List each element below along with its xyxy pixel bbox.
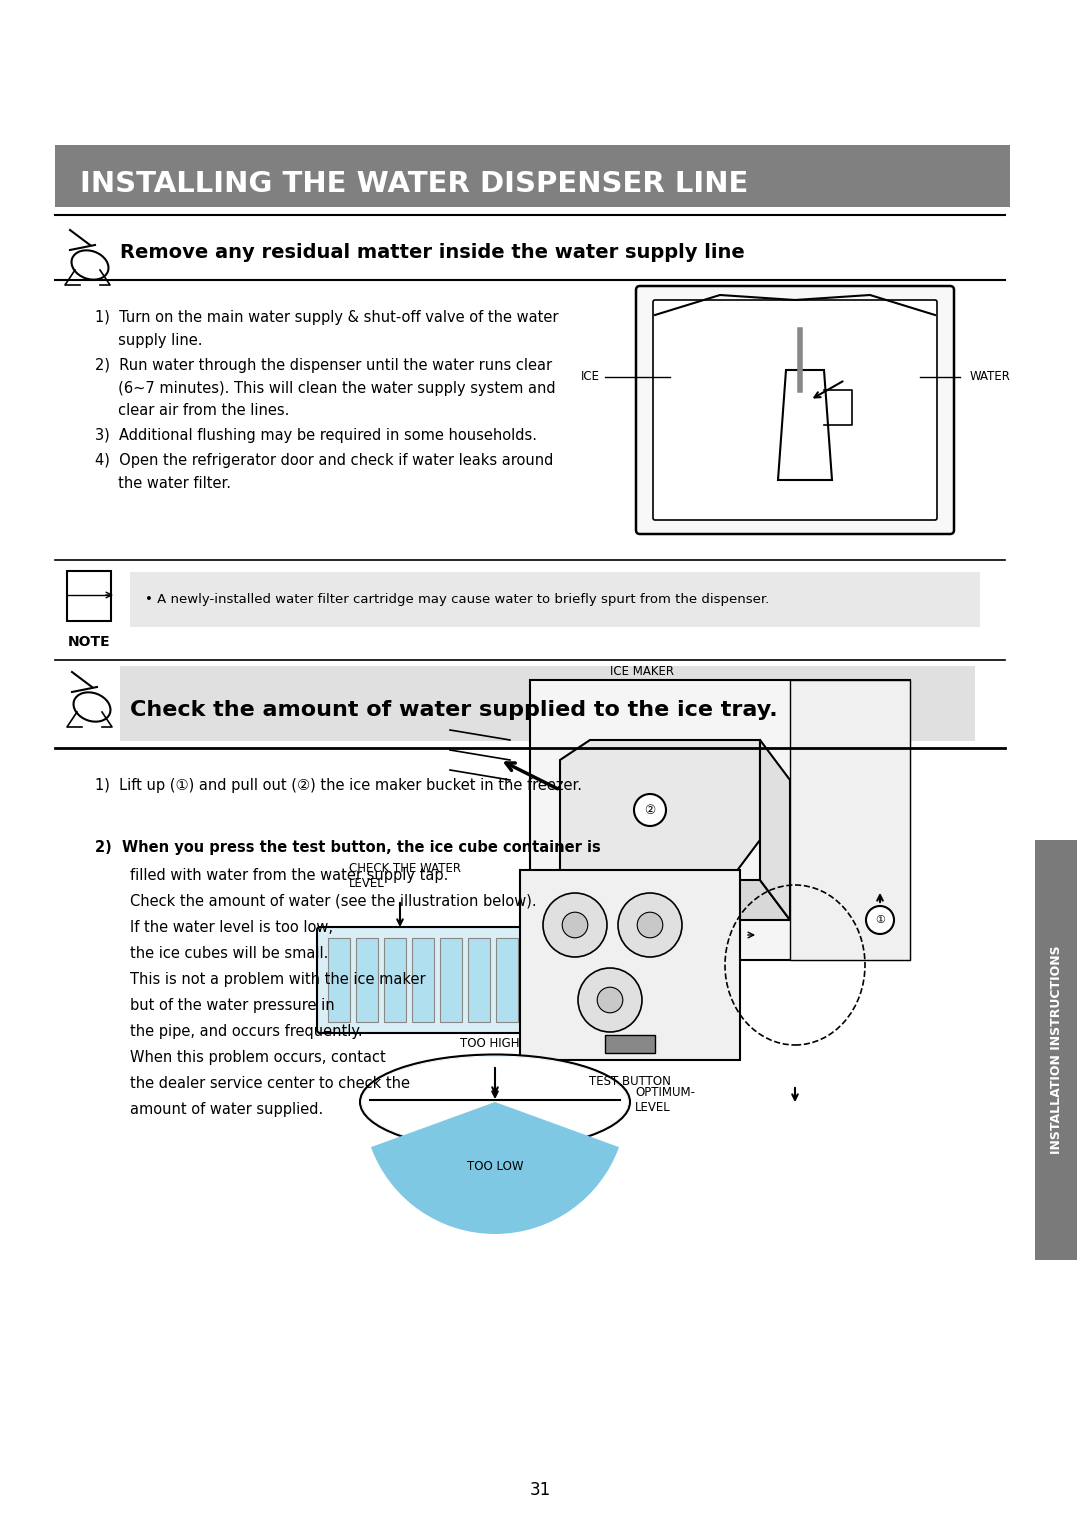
Circle shape — [618, 892, 681, 957]
Bar — [130, 571, 980, 626]
Circle shape — [563, 912, 588, 938]
FancyBboxPatch shape — [636, 286, 954, 533]
Text: OPTIMUM-
LEVEL: OPTIMUM- LEVEL — [635, 1086, 696, 1114]
Text: CHECK THE WATER
LEVEL: CHECK THE WATER LEVEL — [349, 862, 461, 889]
Text: ICE: ICE — [581, 370, 600, 384]
Text: ICE MAKER: ICE MAKER — [610, 665, 674, 678]
Text: Check the amount of water (see the illustration below).: Check the amount of water (see the illus… — [130, 894, 537, 909]
Ellipse shape — [360, 1054, 630, 1149]
Bar — [496, 938, 518, 1022]
Polygon shape — [561, 880, 789, 920]
Text: Check the amount of water supplied to the ice tray.: Check the amount of water supplied to th… — [130, 700, 778, 720]
Circle shape — [634, 795, 666, 827]
Ellipse shape — [362, 1056, 627, 1148]
Polygon shape — [778, 370, 832, 480]
Text: 1)  Turn on the main water supply & shut-off valve of the water: 1) Turn on the main water supply & shut-… — [95, 310, 558, 325]
Wedge shape — [370, 1102, 619, 1235]
Bar — [530, 680, 910, 960]
Circle shape — [597, 987, 623, 1013]
Text: INSTALLING THE WATER DISPENSER LINE: INSTALLING THE WATER DISPENSER LINE — [80, 170, 748, 199]
Bar — [120, 666, 975, 741]
Text: 3)  Additional flushing may be required in some households.: 3) Additional flushing may be required i… — [95, 428, 537, 443]
Polygon shape — [760, 740, 789, 920]
FancyBboxPatch shape — [653, 299, 937, 520]
Bar — [468, 938, 490, 1022]
Text: but of the water pressure in: but of the water pressure in — [130, 998, 335, 1013]
Text: the water filter.: the water filter. — [95, 477, 231, 490]
Text: INSTALLATION INSTRUCTIONS: INSTALLATION INSTRUCTIONS — [1050, 946, 1063, 1154]
Bar — [605, 1034, 654, 1053]
Bar — [356, 938, 378, 1022]
Bar — [519, 869, 740, 1060]
Bar — [1035, 840, 1077, 1261]
Bar — [55, 145, 1010, 206]
Text: the ice cubes will be small.: the ice cubes will be small. — [130, 946, 328, 961]
Polygon shape — [561, 740, 760, 880]
Text: ①: ① — [875, 915, 885, 924]
Text: TOO LOW: TOO LOW — [467, 1160, 523, 1174]
Bar — [789, 680, 910, 960]
Text: 2)  Run water through the dispenser until the water runs clear: 2) Run water through the dispenser until… — [95, 358, 552, 373]
Text: 2)  When you press the test button, the ice cube container is: 2) When you press the test button, the i… — [95, 840, 600, 856]
Text: the dealer service center to check the: the dealer service center to check the — [130, 1076, 410, 1091]
Text: • A newly-installed water filter cartridge may cause water to briefly spurt from: • A newly-installed water filter cartrid… — [145, 593, 769, 607]
Text: filled with water from the water supply tap.: filled with water from the water supply … — [130, 868, 448, 883]
Text: supply line.: supply line. — [95, 333, 203, 348]
Text: 31: 31 — [529, 1481, 551, 1499]
Text: (6~7 minutes). This will clean the water supply system and: (6~7 minutes). This will clean the water… — [95, 380, 555, 396]
Text: NOTE: NOTE — [68, 636, 110, 649]
Ellipse shape — [362, 1056, 627, 1148]
Circle shape — [578, 969, 642, 1031]
Text: TEST BUTTON: TEST BUTTON — [589, 1076, 671, 1088]
Circle shape — [866, 906, 894, 934]
Circle shape — [543, 892, 607, 957]
Text: 4)  Open the refrigerator door and check if water leaks around: 4) Open the refrigerator door and check … — [95, 452, 553, 468]
FancyBboxPatch shape — [318, 927, 534, 1033]
Text: clear air from the lines.: clear air from the lines. — [95, 403, 289, 419]
Text: amount of water supplied.: amount of water supplied. — [130, 1102, 323, 1117]
Text: WATER: WATER — [970, 370, 1011, 384]
Circle shape — [637, 912, 663, 938]
Text: the pipe, and occurs frequently.: the pipe, and occurs frequently. — [130, 1024, 363, 1039]
Bar — [440, 938, 462, 1022]
Bar — [328, 938, 350, 1022]
Bar — [411, 938, 434, 1022]
Text: When this problem occurs, contact: When this problem occurs, contact — [130, 1050, 386, 1065]
Text: If the water level is too low,: If the water level is too low, — [130, 920, 333, 935]
Text: Remove any residual matter inside the water supply line: Remove any residual matter inside the wa… — [120, 243, 745, 261]
Text: TOO HIGH: TOO HIGH — [460, 1038, 519, 1050]
Bar — [384, 938, 406, 1022]
Text: 1)  Lift up (①) and pull out (②) the ice maker bucket in the freezer.: 1) Lift up (①) and pull out (②) the ice … — [95, 778, 582, 793]
Text: ②: ② — [645, 804, 656, 816]
Text: This is not a problem with the ice maker: This is not a problem with the ice maker — [130, 972, 426, 987]
